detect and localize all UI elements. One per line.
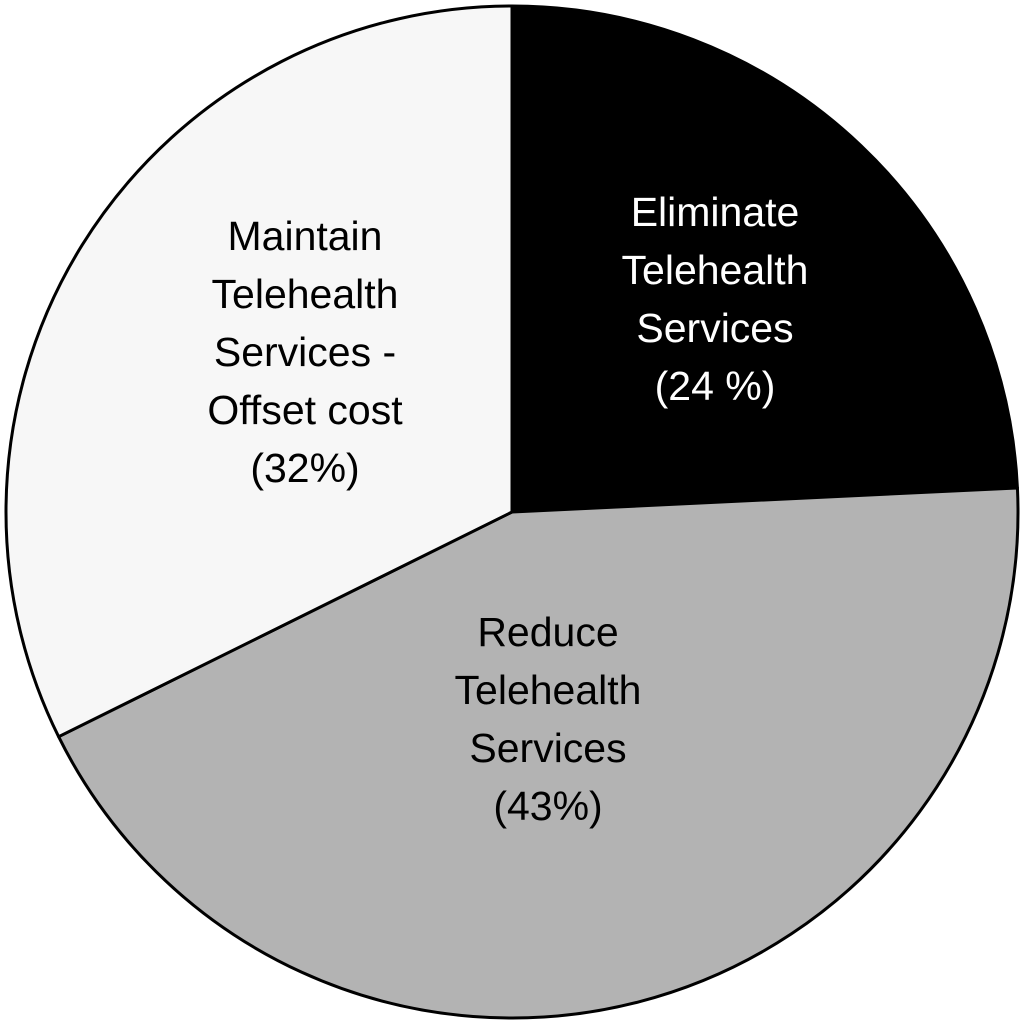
pie-slice xyxy=(4,4,514,739)
slice-label: Maintain Telehealth Services - Offset co… xyxy=(170,207,440,497)
category-label: Eliminate Telehealth Services xyxy=(621,189,809,351)
value-label: (32%) xyxy=(250,445,360,491)
pie-slice xyxy=(510,4,1019,514)
category-label: Maintain Telehealth Services - Offset co… xyxy=(207,213,403,433)
slice-label: Eliminate Telehealth Services (24 %) xyxy=(580,183,850,415)
value-label: (24 %) xyxy=(654,363,776,409)
slice-label: Reduce Telehealth Services (43%) xyxy=(413,603,683,835)
category-label: Reduce Telehealth Services xyxy=(454,609,642,771)
value-label: (43%) xyxy=(493,783,603,829)
pie-slice xyxy=(57,486,1020,1020)
